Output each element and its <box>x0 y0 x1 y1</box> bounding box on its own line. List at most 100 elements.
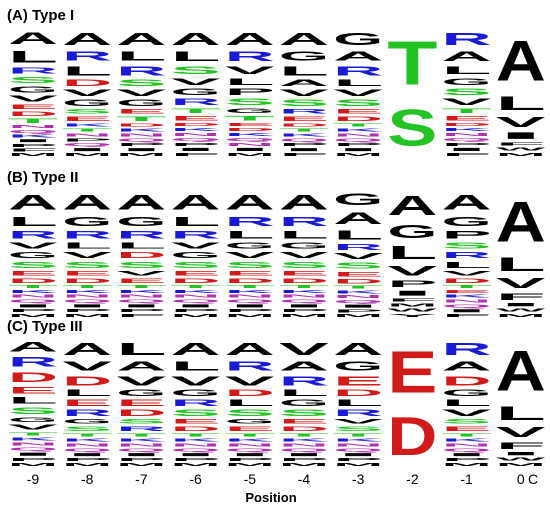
position-tick: -2 <box>406 471 419 487</box>
logo-letter: T <box>8 117 58 124</box>
logo-letter: A <box>333 209 383 228</box>
logo-letter: G <box>279 398 329 408</box>
logo-letter: G <box>171 250 221 260</box>
logo-letter: F <box>442 313 492 318</box>
logo-letter: L <box>116 49 166 64</box>
logo-letter: L <box>171 359 221 374</box>
logo-letter: E <box>62 270 112 277</box>
logo-letter: T <box>442 107 492 115</box>
logo-letter: P <box>8 143 58 148</box>
logo-letter: K <box>225 289 275 294</box>
logo-letter: A <box>116 29 166 49</box>
logo-letter: S <box>442 241 492 251</box>
logo-letter: S <box>8 76 58 85</box>
logo-letter: D <box>171 277 221 284</box>
logo-letter: E <box>333 271 383 278</box>
logo-letter: I <box>171 303 221 308</box>
logo-letter: V <box>171 77 222 87</box>
logo-letter: V <box>8 241 59 251</box>
logo-letter: R <box>442 250 492 260</box>
logo-letter: D <box>333 388 383 398</box>
logo-letter: G <box>442 388 492 398</box>
logo-letter: K <box>171 438 221 443</box>
logo-letter: L <box>171 49 221 64</box>
logo-letter: F <box>387 297 437 302</box>
logo-letter: R <box>8 229 58 241</box>
logo-letter: I <box>496 130 546 141</box>
logo-letter: K <box>171 127 221 132</box>
logo-letter: G <box>225 418 275 425</box>
logo-letter: Q <box>279 299 329 304</box>
logo-letter: P <box>442 457 492 462</box>
logo-letter: M <box>225 152 275 157</box>
logo-letter: N <box>171 294 221 299</box>
logo-letter: T <box>8 284 58 289</box>
logo-letter: T <box>333 433 383 438</box>
logo-letter: L <box>333 78 383 88</box>
logo-letter: I <box>279 452 329 457</box>
logo-letter: T <box>62 433 112 438</box>
logo-letter: T <box>8 431 58 436</box>
logo-letter: A <box>116 359 166 374</box>
logo-letter: T <box>225 114 275 122</box>
logo-letter: E <box>8 104 58 111</box>
logo-letter: D <box>442 373 492 388</box>
logo-letter: M <box>442 462 492 467</box>
logo-letter: M <box>8 152 58 157</box>
logo-letter: E <box>279 418 329 425</box>
logo-letter: L <box>333 228 383 242</box>
logo-letter: R <box>333 242 383 251</box>
logo-letter: D <box>279 277 329 284</box>
logo-letter: L <box>225 398 275 408</box>
logo-letter: A <box>387 190 437 221</box>
logo-letter: P <box>442 142 492 147</box>
logo-letter: A <box>8 339 58 354</box>
logo-letter: M <box>279 462 329 467</box>
x-axis-label: Position <box>245 490 296 505</box>
logo-letter: S <box>279 98 329 108</box>
logo-letter: D <box>171 425 221 432</box>
logo-letter: N <box>8 294 58 299</box>
logo-letter: V <box>442 408 493 418</box>
logo-letter: R <box>8 354 58 369</box>
logo-letter: S <box>116 260 166 270</box>
logo-letter: G <box>171 87 221 97</box>
logo-letter: I <box>116 452 166 457</box>
logo-letter: T <box>62 128 112 133</box>
logo-letter: Q <box>333 137 383 142</box>
logo-letter: N <box>116 132 166 137</box>
logo-letter: T <box>225 284 275 289</box>
logo-letter: N <box>8 442 58 447</box>
logo-letter: M <box>171 313 221 318</box>
logo-letter: G <box>279 241 329 251</box>
logo-letter: P <box>62 308 112 313</box>
logo-letter: Q <box>116 299 166 304</box>
logo-letter: W <box>496 307 547 312</box>
logo-letter: L <box>225 77 275 87</box>
logo-letter: E <box>333 108 383 115</box>
logo-letter: I <box>8 303 58 308</box>
logo-letter: V <box>279 339 329 358</box>
logo-letter: L <box>279 64 329 79</box>
logo-letter: D <box>116 408 166 418</box>
logo-letter: V <box>333 88 384 98</box>
logo-letter: G <box>333 190 383 209</box>
logo-letter: M <box>225 313 275 318</box>
logo-panel-2: (B) Type IIALRVGSEDTKNQIPMAGRLVSEDTKNQIP… <box>7 169 547 318</box>
logo-letter: T <box>116 433 166 438</box>
logo-letter: L <box>279 388 329 398</box>
logo-letter: M <box>8 313 58 318</box>
logo-letter: E <box>442 289 492 294</box>
logo-letter: Q <box>442 304 492 309</box>
logo-letter: E <box>116 398 166 408</box>
logo-letter: R <box>442 339 492 359</box>
logo-letter: L <box>496 254 546 275</box>
logo-letter: T <box>62 284 112 289</box>
logo-letter: I <box>171 147 221 152</box>
logo-letter: K <box>279 438 329 443</box>
logo-letter: I <box>496 302 546 307</box>
logo-letter: P <box>279 308 329 313</box>
logo-letter: M <box>333 152 383 157</box>
logo-letter: S <box>279 408 329 418</box>
logo-letter: K <box>8 289 58 294</box>
